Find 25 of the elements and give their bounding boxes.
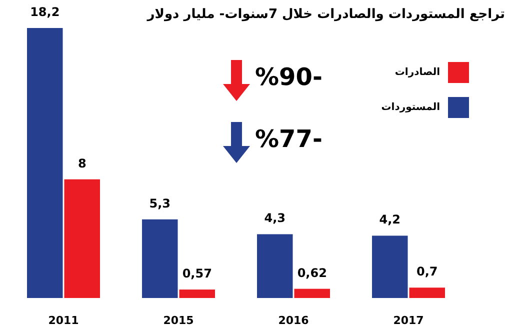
data-label: 0,57 — [182, 266, 212, 281]
data-label: 4,3 — [264, 211, 286, 226]
x-tick-label: 2015 — [163, 314, 194, 327]
data-label: 8 — [78, 156, 86, 170]
annotation: %77- — [255, 125, 322, 153]
x-tick-label: 2016 — [278, 314, 310, 327]
bar — [372, 236, 408, 298]
chart-title: تراجع المستوردات والصادرات خلال 7سنوات- مليار دولار — [146, 7, 505, 22]
bar — [142, 219, 178, 298]
data-label: 0,7 — [416, 264, 438, 279]
x-tick-label: 2011 — [48, 314, 79, 327]
bar — [64, 179, 100, 298]
bar — [27, 28, 63, 298]
annotation: %90- — [255, 63, 322, 91]
legend-label: المستوردات — [381, 102, 440, 113]
x-tick-label: 2017 — [393, 314, 424, 327]
data-label: 4,2 — [379, 212, 401, 227]
data-label: 5,3 — [149, 196, 171, 210]
data-label: 18,2 — [30, 5, 60, 19]
bar — [179, 290, 215, 298]
bar — [409, 288, 445, 298]
bar — [294, 288, 330, 298]
legend-label: الصادرات — [394, 67, 440, 78]
data-label: 0,62 — [297, 266, 327, 280]
bar — [257, 234, 293, 298]
